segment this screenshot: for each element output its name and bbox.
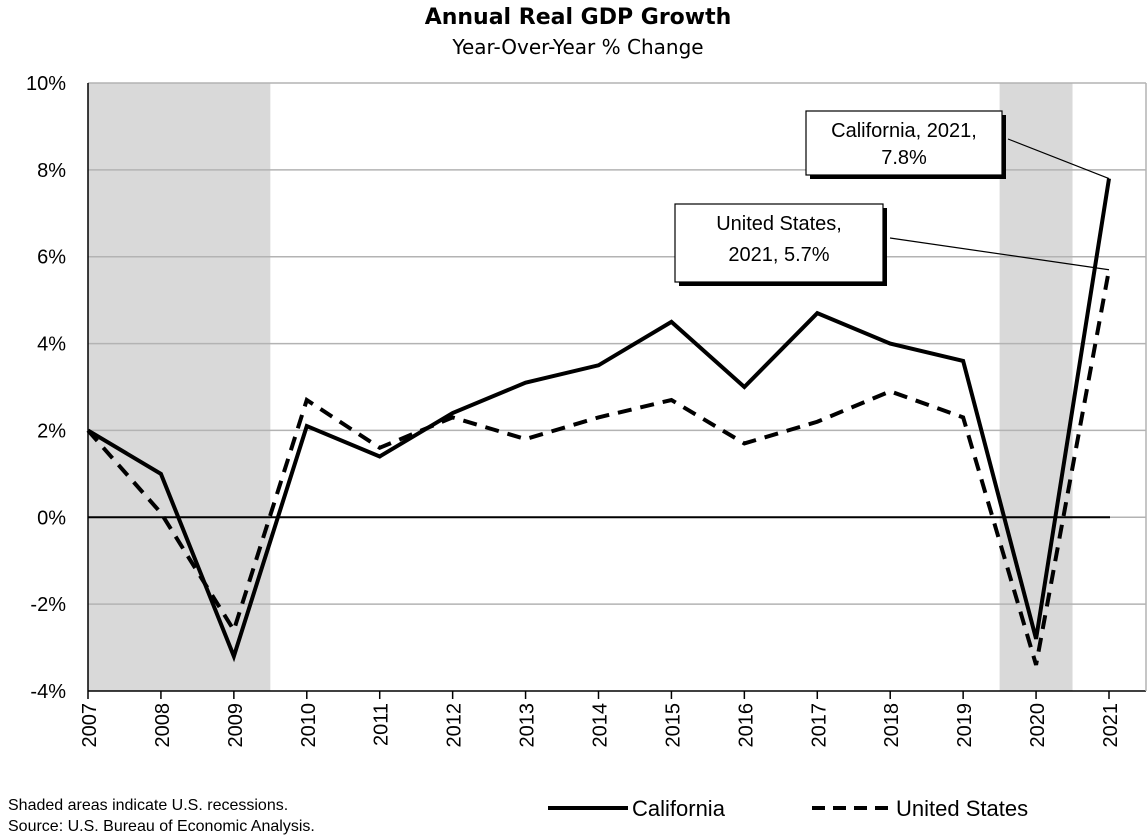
callout-text-line2: 2021, 5.7%	[728, 244, 829, 266]
callout-text-line1: United States,	[716, 213, 842, 235]
y-tick-label: 10%	[26, 73, 66, 95]
x-tick-label: 2009	[225, 703, 247, 748]
chart-subtitle: Year-Over-Year % Change	[451, 35, 703, 59]
x-tick-label: 2007	[79, 703, 101, 748]
y-tick-label: 2%	[37, 420, 66, 442]
series-lines	[86, 178, 1111, 666]
x-tick-label: 2015	[662, 703, 684, 748]
y-tick-label: 4%	[37, 334, 66, 356]
x-tick-label: 2014	[590, 703, 612, 748]
x-tick-label: 2016	[735, 703, 757, 748]
y-tick-label: -4%	[30, 681, 66, 703]
callouts: California, 2021, 7.8% United States, 2021,…	[674, 110, 1110, 286]
x-tick-label: 2010	[298, 703, 320, 748]
legend-label-united-states: United States	[896, 796, 1028, 821]
recession-shade-0	[88, 83, 271, 691]
callout-leader-1	[889, 237, 1110, 271]
x-tick-label: 2013	[517, 703, 539, 748]
plot-frame	[87, 83, 1147, 692]
y-tick-label: 6%	[37, 247, 66, 269]
callout-text-line2: 7.8%	[881, 147, 927, 169]
series-line-united-states	[86, 269, 1111, 666]
x-tick-label: 2012	[444, 703, 466, 748]
y-tick-label: 8%	[37, 160, 66, 182]
x-tick-label: 2008	[152, 703, 174, 748]
callout-box-1	[674, 203, 884, 283]
callout-box-0	[805, 110, 1003, 176]
y-tick-label: 0%	[37, 507, 66, 529]
callout-text-line1: California, 2021,	[831, 120, 977, 142]
recession-shade-1	[999, 83, 1073, 691]
x-tick-label: 2020	[1027, 703, 1049, 748]
x-tick-label: 2021	[1100, 703, 1122, 748]
x-tick-label: 2011	[371, 703, 393, 746]
x-tick-label: 2019	[954, 703, 976, 748]
source-note: Source: U.S. Bureau of Economic Analysis…	[8, 818, 315, 835]
x-tick-labels: 2007 2008 2009 2010 2011 2012 2013 2014 2015 2016…	[79, 691, 1122, 748]
recession-note: Shaded areas indicate U.S. recessions.	[8, 797, 288, 814]
recession-shading	[88, 83, 1073, 691]
callout-leader-0	[1007, 138, 1110, 180]
y-tick-label: -2%	[30, 594, 66, 616]
chart-title: Annual Real GDP Growth	[425, 5, 732, 30]
series-line-california	[86, 178, 1111, 663]
x-tick-label: 2017	[808, 703, 830, 748]
legend: California United States	[548, 796, 1028, 821]
x-tick-label: 2018	[881, 703, 903, 748]
legend-label-california: California	[632, 796, 726, 821]
y-tick-labels: -4% -2% 0% 2% 4% 6% 8% 10%	[26, 73, 66, 703]
